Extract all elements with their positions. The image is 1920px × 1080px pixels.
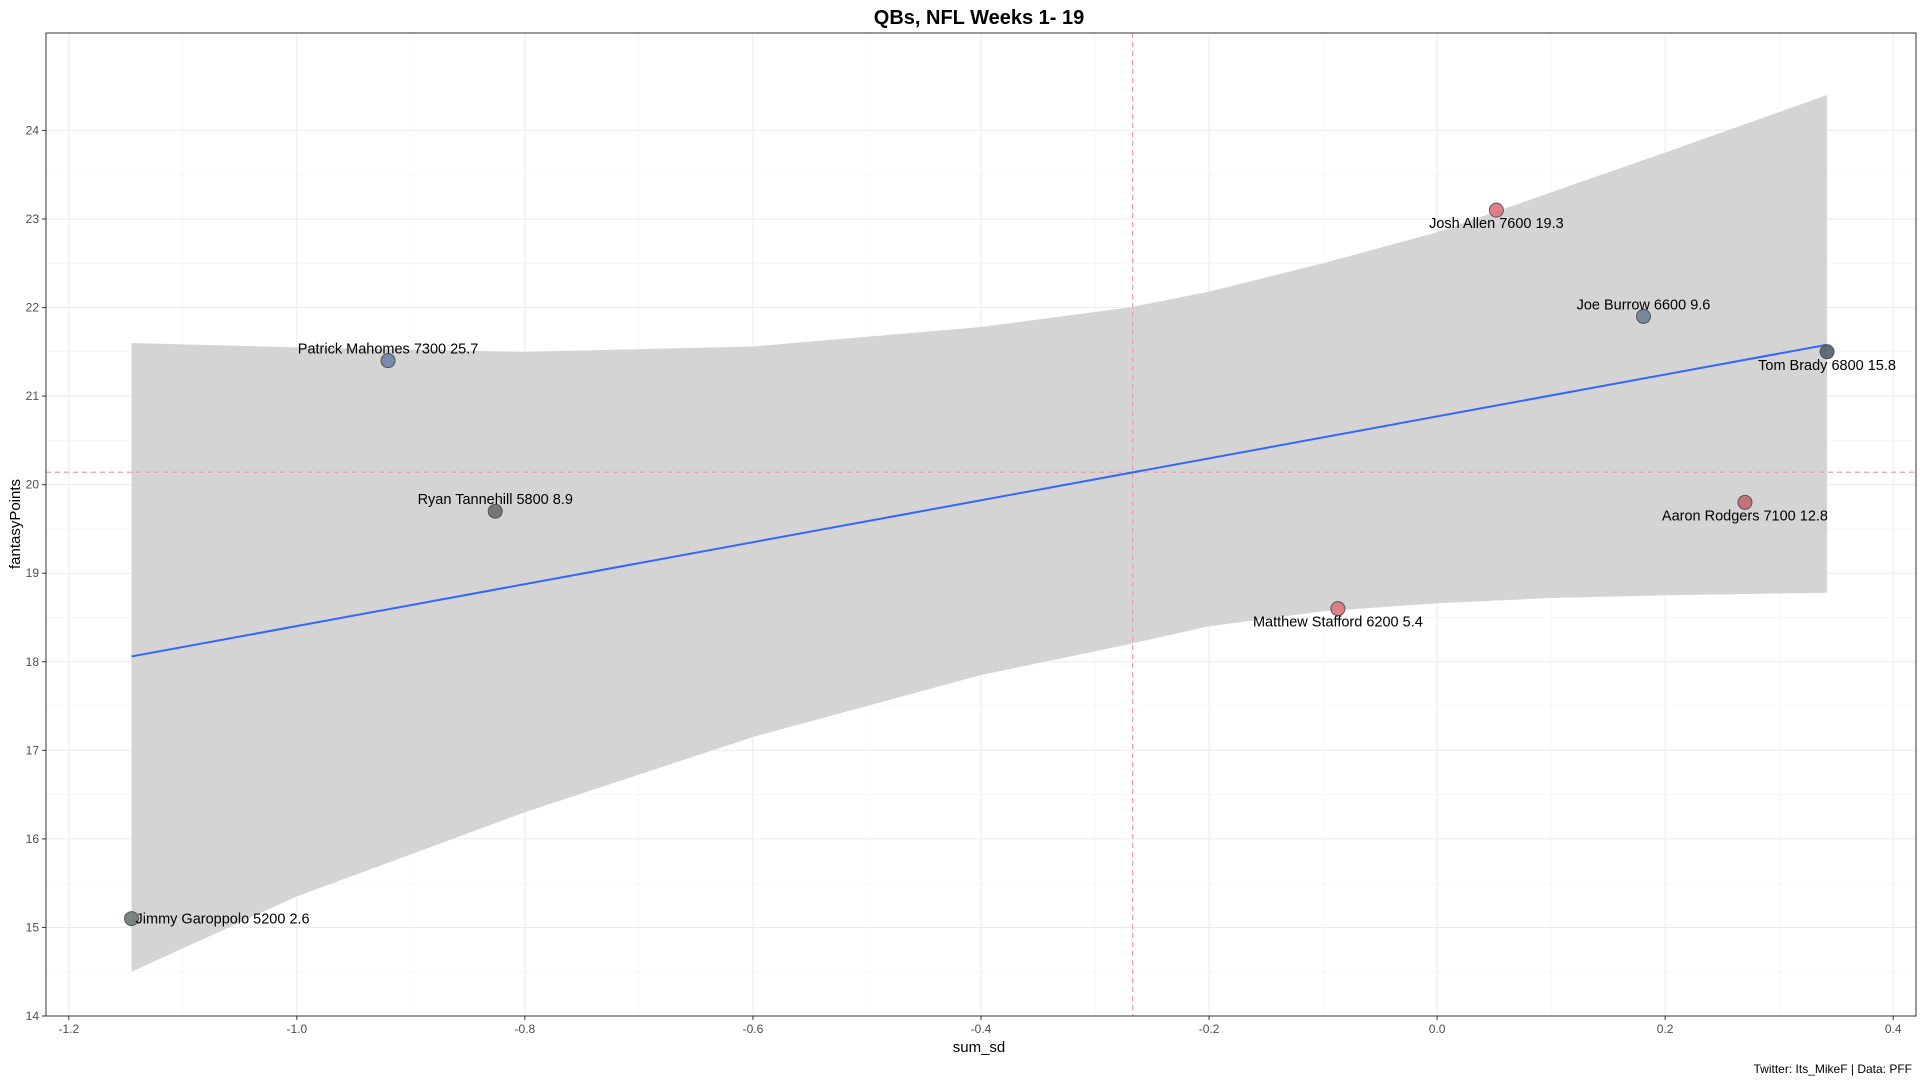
point-label: Ryan Tannehill 5800 8.9: [418, 492, 573, 508]
points-layer: [124, 202, 1835, 927]
point-label: Tom Brady 6800 15.8: [1758, 358, 1896, 374]
y-tick-label: 15: [26, 920, 40, 934]
chart-caption: Twitter: Its_MikeF | Data: PFF: [1754, 1062, 1912, 1076]
y-tick-label: 23: [26, 212, 40, 226]
data-point: [1635, 308, 1651, 324]
x-tick-label: -0.8: [515, 1022, 536, 1036]
x-tick-label: -1.0: [287, 1022, 308, 1036]
chart-title: QBs, NFL Weeks 1- 19: [874, 7, 1084, 29]
point-label: Aaron Rodgers 7100 12.8: [1662, 508, 1828, 524]
y-axis-ticks: 14 15 16 17 18 19 20 21 22 23 24: [26, 123, 46, 1023]
data-point: [1819, 344, 1835, 360]
y-axis-title: fantasyPoints: [7, 479, 24, 569]
x-axis-title: sum_sd: [953, 1039, 1006, 1056]
point-label: Matthew Stafford 6200 5.4: [1253, 615, 1423, 631]
x-tick-label: -1.2: [58, 1022, 79, 1036]
confidence-band-layer: [131, 95, 1828, 972]
confidence-band: [131, 95, 1828, 972]
y-tick-label: 18: [26, 655, 40, 669]
y-tick-label: 14: [26, 1009, 40, 1023]
regression-line: [131, 343, 1828, 658]
x-tick-label: -0.6: [743, 1022, 764, 1036]
point-label: Jimmy Garoppolo 5200 2.6: [136, 912, 310, 928]
x-tick-label: 0.4: [1885, 1022, 1902, 1036]
y-tick-label: 24: [26, 123, 40, 137]
point-label: Josh Allen 7600 19.3: [1429, 216, 1564, 232]
data-point: [487, 503, 503, 519]
y-tick-label: 21: [26, 389, 40, 403]
x-tick-label: 0.2: [1657, 1022, 1674, 1036]
point-label: Joe Burrow 6600 9.6: [1577, 297, 1711, 313]
y-tick-label: 19: [26, 566, 40, 580]
x-axis-ticks: -1.2 -1.0 -0.8 -0.6 -0.4 -0.2 0.0 0.2 0.4: [58, 1016, 1902, 1036]
x-tick-label: -0.2: [1199, 1022, 1220, 1036]
x-tick-label: -0.4: [971, 1022, 992, 1036]
data-point: [1330, 601, 1346, 617]
reference-lines: [46, 33, 1916, 1016]
data-point: [124, 911, 140, 927]
data-point: [1737, 494, 1753, 510]
data-point: [1488, 202, 1504, 218]
y-tick-label: 17: [26, 743, 40, 757]
regression-layer: [131, 343, 1828, 658]
y-tick-label: 20: [26, 478, 40, 492]
y-tick-label: 22: [26, 301, 40, 315]
point-label: Patrick Mahomes 7300 25.7: [298, 342, 479, 358]
data-point: [380, 353, 396, 369]
y-tick-label: 16: [26, 832, 40, 846]
point-labels-layer: Josh Allen 7600 19.3 Joe Burrow 6600 9.6 T…: [136, 216, 1896, 927]
x-tick-label: 0.0: [1429, 1022, 1446, 1036]
